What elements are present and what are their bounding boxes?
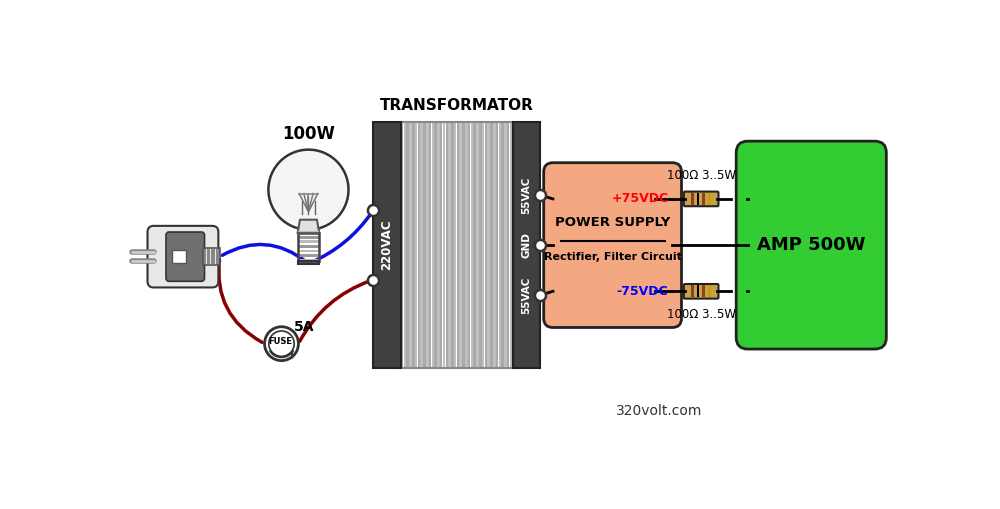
Bar [512, 122, 540, 369]
Bar [298, 240, 319, 243]
Bar [476, 122, 479, 369]
Bar [482, 122, 484, 369]
Bar [426, 122, 429, 369]
Bar [406, 122, 409, 369]
Bar [462, 122, 465, 369]
Circle shape [269, 331, 294, 356]
Polygon shape [298, 233, 319, 234]
Bar [465, 122, 468, 369]
Bar [437, 122, 440, 369]
Bar [471, 122, 473, 369]
FancyBboxPatch shape [544, 163, 682, 327]
Bar [401, 122, 512, 369]
Text: 100Ω 3..5W: 100Ω 3..5W [667, 308, 736, 321]
Bar [479, 122, 482, 369]
Bar [454, 122, 456, 369]
Text: FUSE: FUSE [269, 337, 293, 346]
Bar [697, 193, 699, 205]
Text: 5A: 5A [294, 320, 315, 334]
Bar [496, 122, 498, 369]
Bar [487, 122, 490, 369]
Bar [499, 122, 501, 369]
Bar [203, 249, 206, 264]
FancyBboxPatch shape [684, 191, 718, 206]
Bar [404, 122, 406, 369]
Bar [485, 122, 487, 369]
Bar [504, 122, 507, 369]
Bar [697, 285, 699, 297]
Bar [702, 285, 705, 297]
Bar [412, 122, 415, 369]
Bar [457, 122, 459, 369]
Bar [429, 122, 431, 369]
Bar [298, 250, 319, 252]
Bar [409, 122, 412, 369]
Bar [493, 122, 496, 369]
Bar [446, 122, 448, 369]
Circle shape [265, 327, 298, 360]
Circle shape [268, 150, 348, 230]
Text: TRANSFORMATOR: TRANSFORMATOR [380, 98, 534, 112]
Bar [207, 249, 210, 264]
Bar [507, 122, 509, 369]
Bar [298, 261, 319, 264]
Bar [298, 245, 319, 248]
Bar [373, 122, 401, 369]
Text: AMP 500W: AMP 500W [757, 236, 866, 254]
Bar [298, 236, 319, 239]
Bar [434, 122, 437, 369]
Bar [702, 193, 705, 205]
Bar [172, 250, 186, 263]
FancyBboxPatch shape [736, 141, 886, 349]
Text: 55VAC: 55VAC [521, 177, 531, 214]
Text: 100Ω 3..5W: 100Ω 3..5W [667, 169, 736, 182]
Text: 220VAC: 220VAC [380, 220, 393, 270]
FancyBboxPatch shape [684, 284, 718, 299]
Bar [423, 122, 426, 369]
Bar [203, 248, 220, 265]
Text: 320volt.com: 320volt.com [616, 404, 702, 418]
Bar [451, 122, 454, 369]
Bar [691, 193, 694, 205]
Bar [691, 285, 694, 297]
Bar [298, 254, 319, 257]
Bar [510, 122, 512, 369]
Bar [708, 285, 711, 297]
Bar [298, 231, 319, 234]
Bar [211, 249, 215, 264]
Bar [415, 122, 417, 369]
Bar [401, 122, 403, 369]
Bar [440, 122, 442, 369]
Text: Rectifier, Filter Circuit: Rectifier, Filter Circuit [544, 251, 682, 262]
Bar [490, 122, 493, 369]
Bar [448, 122, 451, 369]
Bar [420, 122, 423, 369]
Text: -75VDC: -75VDC [617, 285, 668, 298]
FancyBboxPatch shape [166, 232, 205, 281]
Bar [298, 233, 319, 261]
Bar [216, 249, 219, 264]
Text: POWER SUPPLY: POWER SUPPLY [555, 215, 670, 229]
Bar [443, 122, 445, 369]
Bar [418, 122, 420, 369]
Bar [473, 122, 476, 369]
Text: 55VAC: 55VAC [521, 276, 531, 314]
Text: GND: GND [521, 232, 531, 258]
FancyBboxPatch shape [148, 226, 218, 288]
Text: +75VDC: +75VDC [611, 192, 668, 206]
Text: 100W: 100W [282, 126, 335, 144]
Bar [298, 259, 319, 262]
Bar [708, 193, 711, 205]
Bar [468, 122, 470, 369]
Bar [459, 122, 462, 369]
Polygon shape [298, 220, 319, 233]
Bar [501, 122, 504, 369]
Bar [432, 122, 434, 369]
